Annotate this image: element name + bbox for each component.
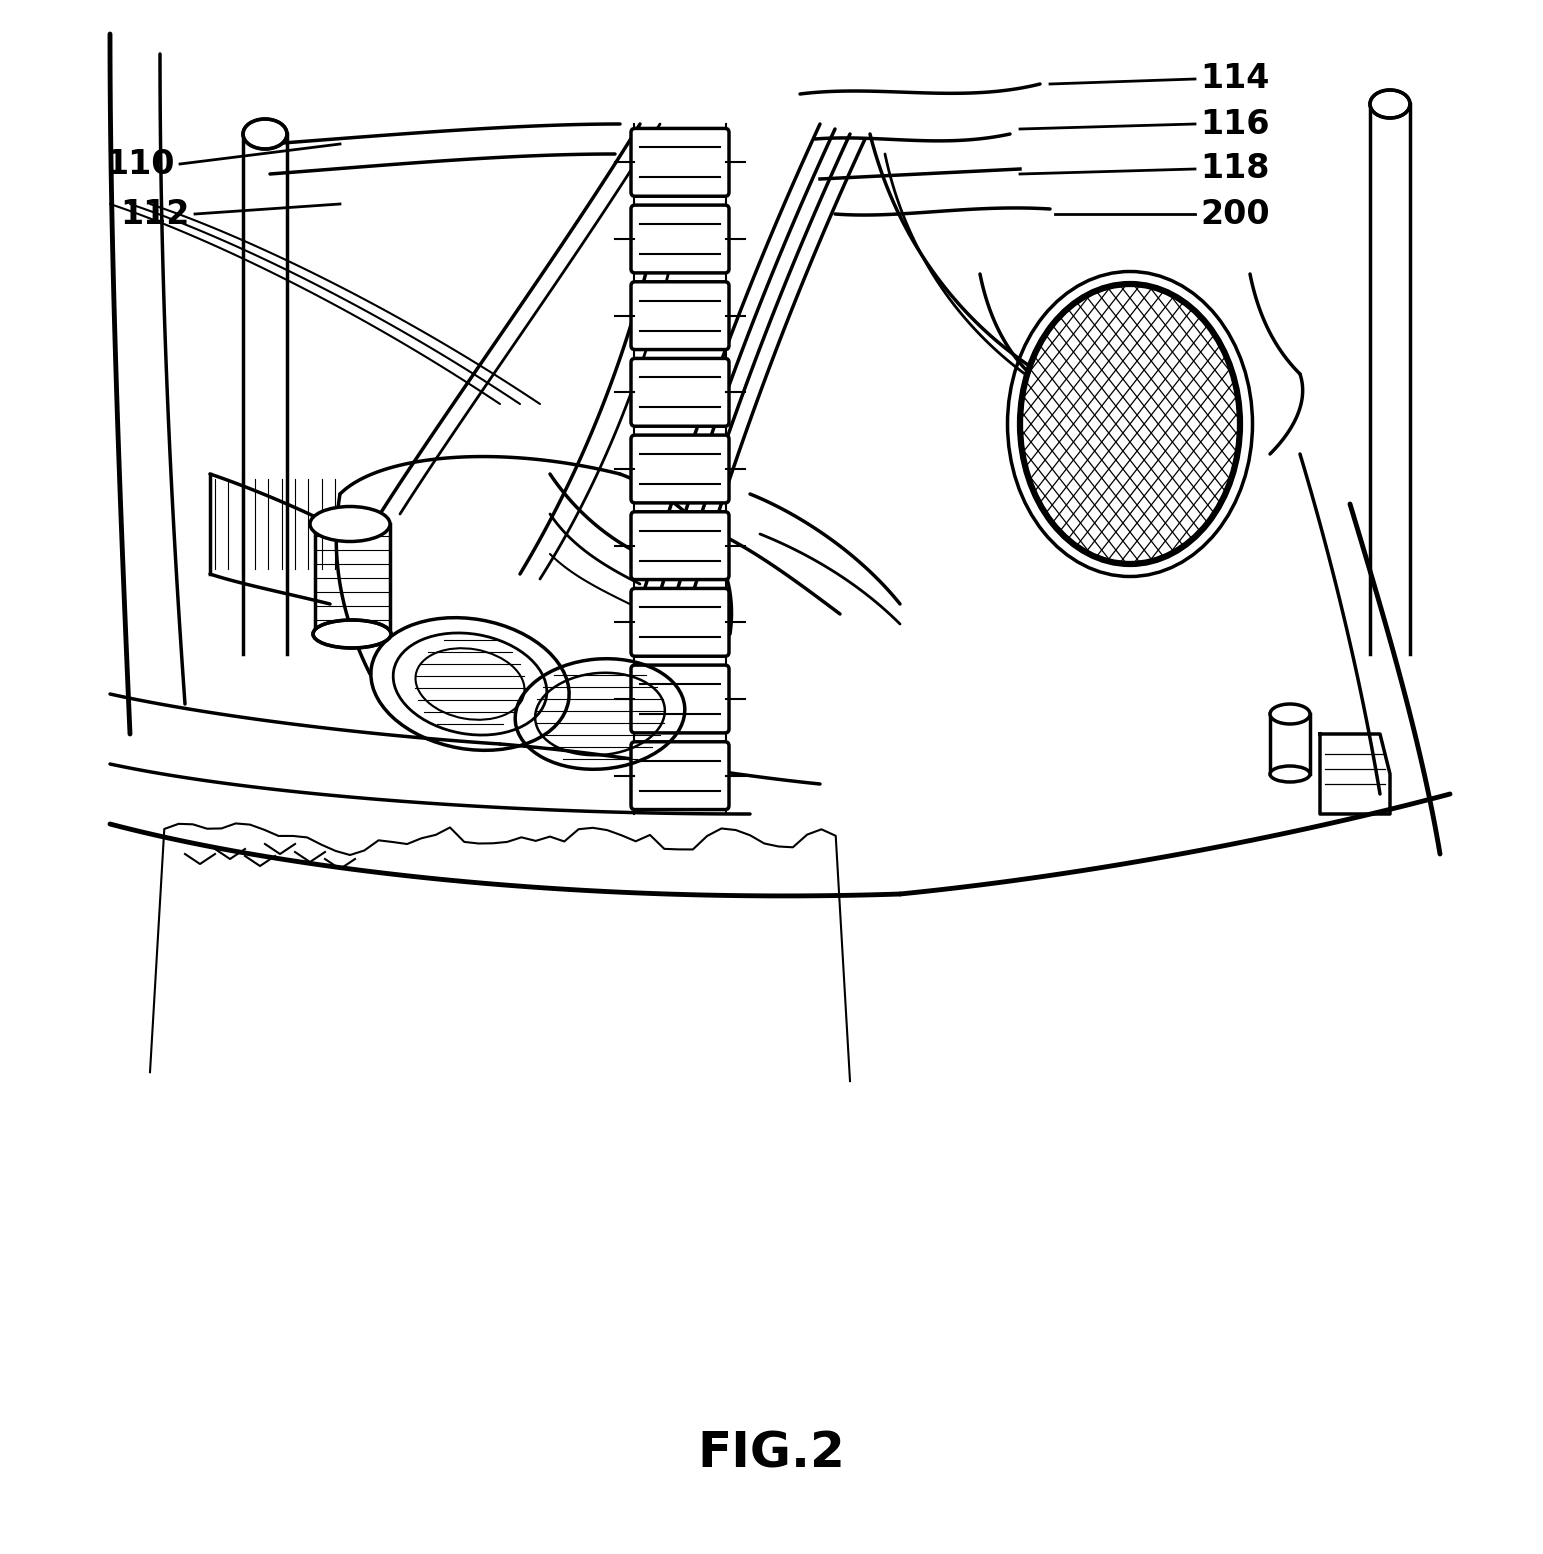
Text: FIG.2: FIG.2 [697,1430,846,1478]
FancyBboxPatch shape [631,665,728,733]
FancyBboxPatch shape [631,511,728,580]
Ellipse shape [242,120,287,149]
FancyBboxPatch shape [631,205,728,274]
Ellipse shape [310,507,390,541]
FancyBboxPatch shape [631,435,728,503]
Text: 114: 114 [1200,62,1270,95]
Text: 116: 116 [1200,107,1270,140]
FancyBboxPatch shape [631,281,728,350]
FancyBboxPatch shape [631,741,728,810]
Text: 110: 110 [105,148,174,180]
FancyBboxPatch shape [631,359,728,426]
Ellipse shape [1270,766,1310,782]
Ellipse shape [1370,90,1410,118]
Ellipse shape [1020,284,1241,564]
Text: 200: 200 [1200,197,1270,230]
FancyBboxPatch shape [631,129,728,196]
Ellipse shape [313,620,390,648]
Text: 112: 112 [120,197,190,230]
FancyBboxPatch shape [631,589,728,656]
Ellipse shape [1270,704,1310,724]
Text: 118: 118 [1200,152,1270,185]
